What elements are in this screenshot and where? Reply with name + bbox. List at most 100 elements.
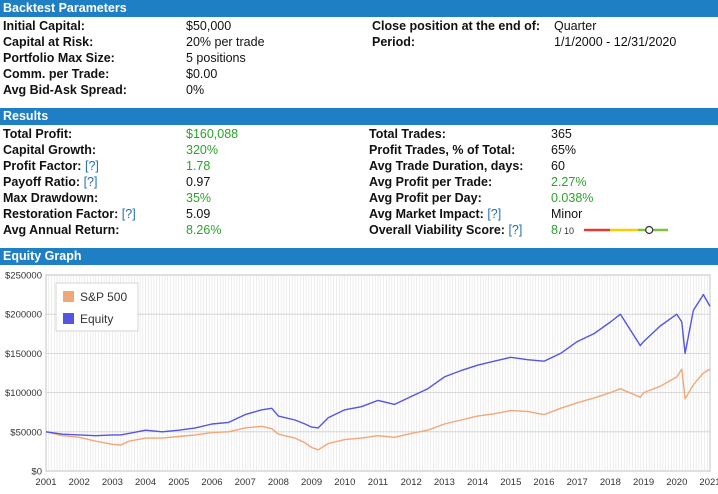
x-tick-label: 2018 [600, 477, 621, 488]
result-label-text: Profit Factor: [3, 159, 82, 173]
result-label-text: Avg Profit per Day: [369, 191, 482, 205]
legend-swatch [63, 313, 74, 324]
x-tick-label: 2017 [567, 477, 588, 488]
results-header: Results [0, 108, 718, 125]
param-value: 20% per trade [186, 35, 265, 49]
result-label: Avg Market Impact: [?] [369, 206, 501, 222]
param-row: Portfolio Max Size: 5 positions [0, 50, 718, 66]
x-tick-label: 2012 [401, 477, 422, 488]
param-row: Initial Capital: $50,000 [0, 18, 718, 34]
param-label: Avg Bid-Ask Spread: [3, 83, 127, 97]
help-link[interactable]: [?] [508, 223, 523, 237]
x-tick-label: 2011 [368, 477, 388, 488]
equity-graph: $0 $50000 $100000 $150000 $200000 $250000 2001… [0, 265, 718, 494]
result-label: Profit Trades, % of Total: [369, 142, 515, 158]
help-link[interactable]: [?] [121, 207, 136, 221]
param-value: Quarter [554, 19, 597, 33]
legend-label: Equity [80, 312, 113, 326]
result-label-text: Avg Annual Return: [3, 223, 120, 237]
param-value: $0.00 [186, 67, 218, 81]
result-value: 0.038% [551, 191, 594, 205]
x-tick-label: 2009 [301, 477, 322, 488]
result-label: Max Drawdown: [3, 190, 98, 206]
result-label: Avg Trade Duration, days: [369, 158, 523, 174]
param-label: Close position at the end of: [372, 19, 541, 33]
y-tick-label: $150000 [5, 349, 42, 360]
x-tick-label: 2006 [201, 477, 222, 488]
result-value: 1.78 [186, 159, 211, 173]
legend-swatch [63, 291, 74, 302]
result-label: Avg Profit per Day: [369, 190, 482, 206]
result-label: Avg Profit per Trade: [369, 174, 492, 190]
param-row: Comm. per Trade: $0.00 [0, 66, 718, 82]
param-label: Comm. per Trade: [3, 67, 110, 81]
x-tick-label: 2001 [35, 477, 56, 488]
gauge-marker [645, 225, 654, 235]
result-value: 65% [551, 143, 577, 157]
y-tick-label: $100000 [5, 388, 42, 399]
viability-max-label: / 10 [559, 226, 575, 236]
result-label-text: Avg Profit per Trade: [369, 175, 493, 189]
result-label: Total Trades: [369, 126, 446, 142]
result-label: Profit Factor: [?] [3, 158, 99, 174]
result-value: $160,088 [186, 127, 239, 141]
help-link[interactable]: [?] [84, 159, 99, 173]
result-label: Payoff Ratio: [?] [3, 174, 97, 190]
param-value: 1/1/2000 - 12/31/2020 [554, 35, 677, 49]
param-label: Capital at Risk: [3, 35, 94, 49]
param-row: Capital at Risk: 20% per trade [0, 34, 718, 50]
result-label: Avg Annual Return: [3, 222, 119, 238]
result-label: Total Profit: [3, 126, 72, 142]
result-value: 35% [186, 191, 212, 205]
param-label: Initial Capital: [3, 19, 85, 33]
result-value: 8.26% [186, 223, 222, 237]
result-label-text: Payoff Ratio: [3, 175, 81, 189]
legend-label: S&P 500 [80, 290, 127, 304]
result-label-text: Avg Market Impact: [369, 207, 484, 221]
result-label-text: Overall Viability Score: [369, 223, 505, 237]
help-link[interactable]: [?] [83, 175, 98, 189]
result-value: 5.09 [186, 207, 211, 221]
result-value: 0.97 [186, 175, 211, 189]
y-tick-label: $200000 [5, 310, 42, 321]
result-label-text: Restoration Factor: [3, 207, 119, 221]
x-tick-label: 2010 [334, 477, 355, 488]
y-tick-label: $50000 [10, 427, 42, 438]
param-value: 0% [186, 83, 205, 97]
x-tick-label: 2020 [666, 477, 687, 488]
param-value: $50,000 [186, 19, 232, 33]
x-tick-label: 2021 [699, 477, 718, 488]
series-line-sp500 [45, 368, 711, 451]
x-tick-label: 2004 [135, 477, 156, 488]
result-label-text: Capital Growth: [3, 143, 97, 157]
equity-graph-header: Equity Graph [0, 248, 718, 265]
result-label-text: Avg Trade Duration, days: [369, 159, 524, 173]
series-line-equity [45, 293, 711, 437]
x-tick-label: 2014 [467, 477, 488, 488]
result-label-text: Total Profit: [3, 127, 73, 141]
param-label: Portfolio Max Size: [3, 51, 115, 65]
backtest-parameters-header: Backtest Parameters [0, 0, 718, 17]
y-tick-label: $0 [31, 467, 42, 478]
param-label: Period: [372, 35, 416, 49]
result-label-text: Total Trades: [369, 127, 446, 141]
result-label-text: Profit Trades, % of Total: [369, 143, 516, 157]
result-value: 320% [186, 143, 218, 157]
equity-chart-svg: $0 $50000 $100000 $150000 $200000 $250000 2001… [5, 271, 718, 489]
result-value: 365 [551, 127, 572, 141]
result-value: Minor [551, 207, 583, 221]
x-tick-label: 2005 [168, 477, 189, 488]
y-tick-label: $250000 [5, 271, 42, 282]
x-tick-label: 2016 [533, 477, 554, 488]
x-tick-label: 2008 [268, 477, 289, 488]
result-value: 60 [551, 159, 565, 173]
x-tick-label: 2015 [500, 477, 521, 488]
param-value: 5 positions [186, 51, 246, 65]
help-link[interactable]: [?] [487, 207, 502, 221]
result-label: Restoration Factor: [?] [3, 206, 136, 222]
result-label-text: Max Drawdown: [3, 191, 99, 205]
x-tick-label: 2002 [69, 477, 90, 488]
x-tick-label: 2013 [434, 477, 455, 488]
x-tick-label: 2019 [633, 477, 654, 488]
viability-score-gauge [584, 225, 668, 235]
